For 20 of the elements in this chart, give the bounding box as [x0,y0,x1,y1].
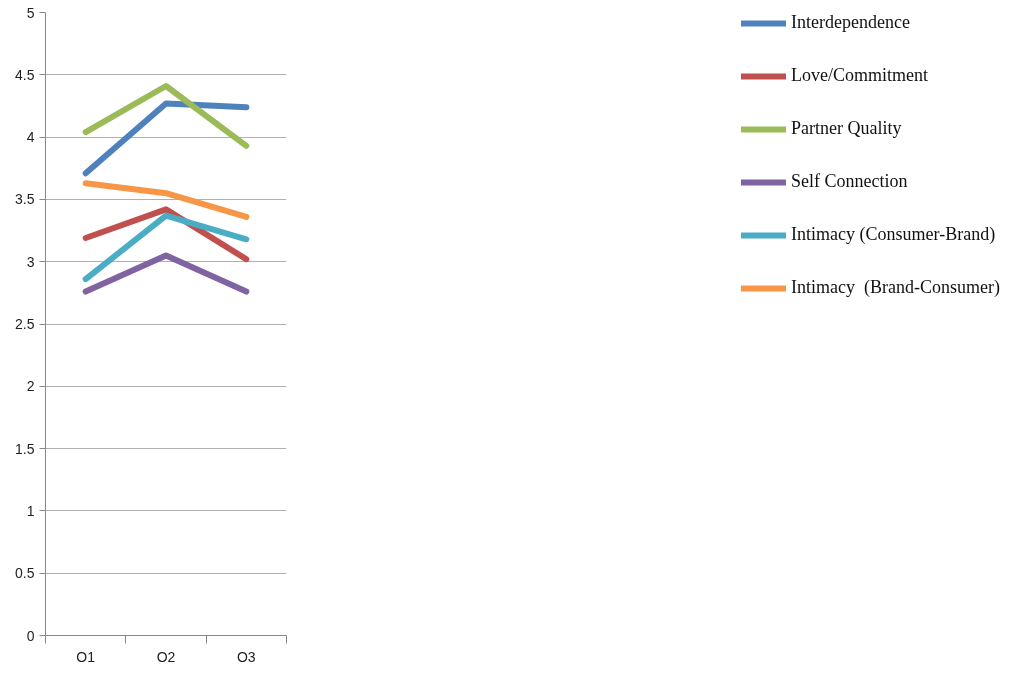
y-tick-label: 4.5 [15,66,35,83]
legend-label: Interdependence [791,12,910,33]
legend-label: Love/Commitment [791,65,929,86]
y-tick-label: 3.5 [15,191,35,208]
x-tick-label: O3 [237,648,256,665]
legend-label: Self Connection [791,171,908,192]
y-tick-label: 1 [26,502,35,519]
legend-label: Intimacy (Brand-Consumer) [791,277,1000,298]
y-tick-label: 1.5 [15,440,35,457]
legend-label: Partner Quality [791,118,902,139]
y-tick-label: 0 [26,627,35,644]
y-tick-label: 5 [26,4,35,21]
legend-label: Intimacy (Consumer-Brand) [791,224,996,245]
x-tick-label: O2 [156,648,176,665]
y-tick-label: 3 [26,253,35,270]
y-tick-label: 4 [26,129,35,146]
x-tick-label: O1 [76,648,96,665]
y-tick-label: 2.5 [15,316,35,332]
y-tick-label: 2 [26,378,35,395]
y-tick-label: 0.5 [15,565,35,582]
